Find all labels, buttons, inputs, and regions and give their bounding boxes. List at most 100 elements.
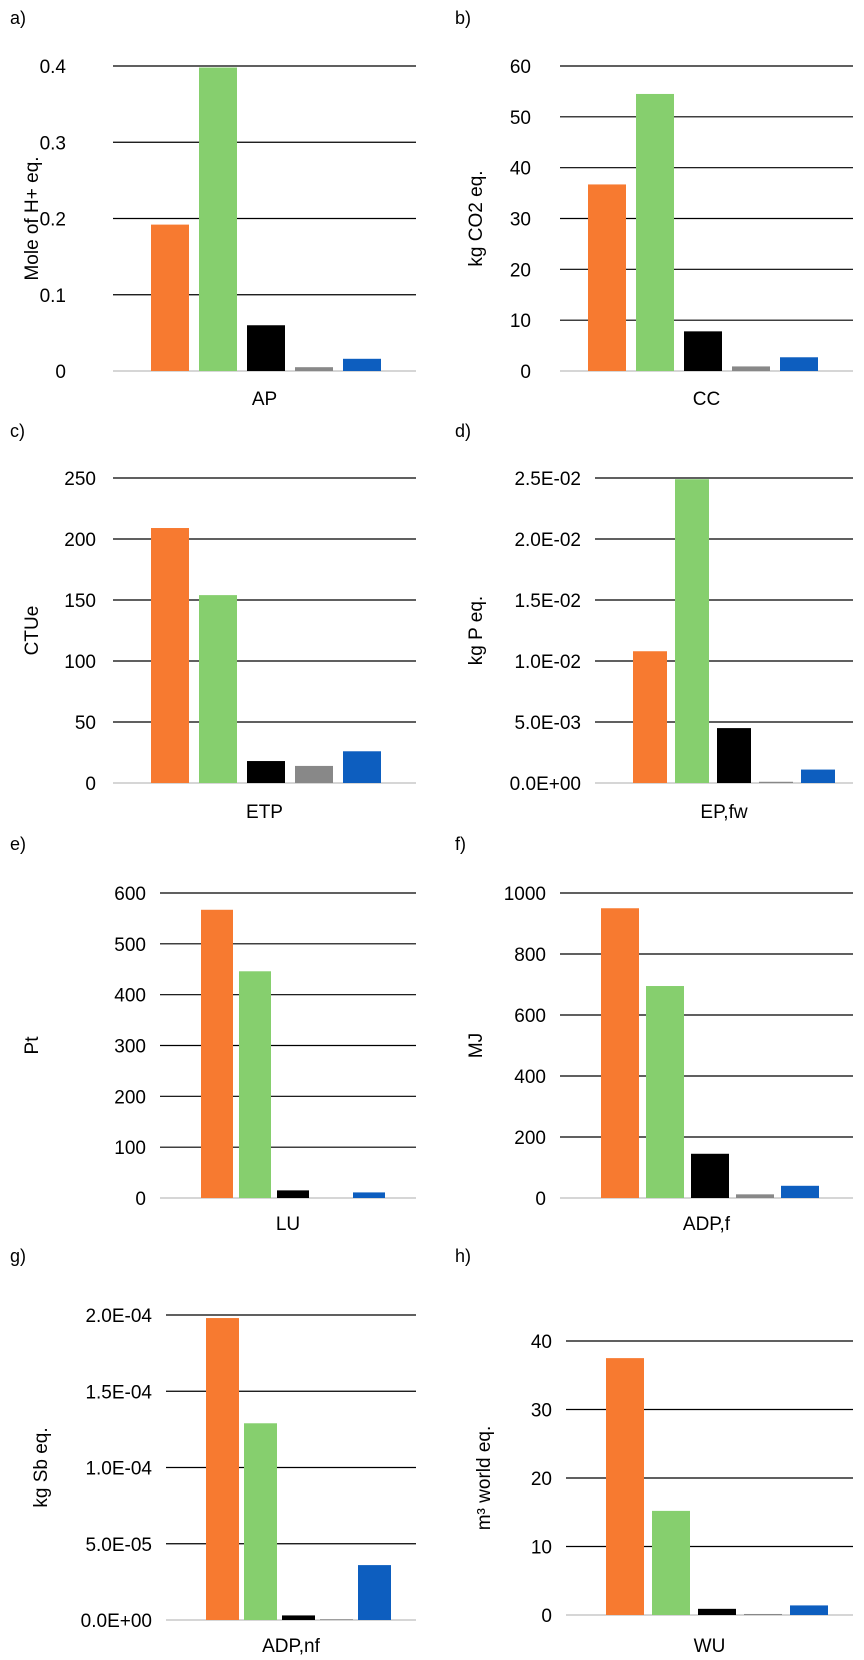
y-tick-label: 400 (514, 1067, 546, 1088)
y-tick-label: 300 (114, 1037, 146, 1058)
y-tick-label: 0.3 (40, 133, 66, 154)
panel-label: d) (455, 421, 471, 441)
bar (277, 1190, 309, 1198)
y-tick-label: 2.5E-02 (514, 469, 581, 490)
panel-label: b) (455, 8, 471, 28)
y-tick-label: 0.2 (40, 210, 66, 231)
bar (801, 769, 835, 783)
y-axis-label: kg CO2 eq. (466, 170, 487, 266)
bar (646, 986, 684, 1198)
x-category-label: AP (252, 389, 277, 410)
bar (199, 67, 237, 372)
y-tick-label: 500 (114, 935, 146, 956)
bar (320, 1619, 353, 1620)
y-tick-label: 1.0E-02 (514, 652, 581, 673)
y-axis-label: MJ (466, 1033, 487, 1058)
panel-label: h) (455, 1246, 471, 1266)
bar (295, 367, 333, 371)
bar (244, 1423, 277, 1620)
y-tick-label: 5.0E-05 (85, 1535, 152, 1556)
bar (780, 357, 818, 371)
y-tick-label: 100 (114, 1138, 146, 1159)
y-tick-label: 1.5E-04 (85, 1382, 152, 1403)
bar (732, 366, 770, 371)
y-tick-label: 2.0E-04 (85, 1306, 152, 1327)
bar (781, 1185, 819, 1198)
x-category-label: ADP,f (683, 1214, 731, 1235)
bar (206, 1318, 239, 1620)
bar (717, 728, 751, 783)
y-tick-label: 5.0E-03 (514, 713, 581, 734)
bar (239, 971, 271, 1198)
bar (247, 325, 285, 371)
bar (151, 528, 189, 783)
y-tick-label: 200 (114, 1087, 146, 1108)
bar (636, 93, 674, 371)
bar (684, 331, 722, 371)
y-tick-label: 20 (531, 1469, 552, 1490)
y-tick-label: 0.1 (40, 286, 66, 307)
y-tick-label: 600 (114, 884, 146, 905)
panel-label: g) (10, 1246, 26, 1266)
y-tick-label: 0 (520, 362, 531, 383)
bar (691, 1153, 729, 1198)
panel-label: f) (455, 834, 466, 854)
bar (633, 651, 667, 783)
bar (652, 1510, 690, 1615)
y-tick-label: 40 (531, 1332, 552, 1353)
y-tick-label: 30 (510, 210, 531, 231)
panel-label: c) (10, 421, 25, 441)
bar (358, 1565, 391, 1620)
y-tick-label: 0.0E+00 (81, 1611, 152, 1632)
y-tick-label: 0 (541, 1606, 552, 1627)
y-tick-label: 50 (75, 713, 96, 734)
panel-label: a) (10, 8, 26, 28)
bar (201, 909, 233, 1198)
y-tick-label: 0 (85, 774, 96, 795)
y-axis-label: kg Sb eq. (31, 1427, 52, 1507)
y-tick-label: 1.5E-02 (514, 591, 581, 612)
y-tick-label: 1.0E-04 (85, 1459, 152, 1480)
bar (744, 1613, 782, 1615)
x-category-label: WU (694, 1636, 726, 1657)
x-category-label: LU (276, 1214, 300, 1235)
x-category-label: EP,fw (700, 802, 747, 823)
bar (151, 224, 189, 371)
y-tick-label: 0 (135, 1189, 146, 1210)
y-tick-label: 800 (514, 945, 546, 966)
y-tick-label: 10 (531, 1538, 552, 1559)
y-tick-label: 0 (535, 1189, 546, 1210)
bar (736, 1194, 774, 1198)
bar (247, 761, 285, 783)
y-tick-label: 150 (64, 591, 96, 612)
y-tick-label: 2.0E-02 (514, 530, 581, 551)
y-axis-label: CTUe (22, 606, 43, 656)
bar (343, 358, 381, 371)
y-tick-label: 200 (514, 1128, 546, 1149)
y-tick-label: 0.4 (40, 57, 67, 78)
x-category-label: ADP,nf (262, 1636, 320, 1657)
y-axis-label: m³ world eq. (474, 1426, 495, 1531)
y-tick-label: 20 (510, 260, 531, 281)
y-tick-label: 40 (510, 159, 531, 180)
bar (295, 765, 333, 783)
y-tick-label: 0.0E+00 (510, 774, 581, 795)
bar (675, 479, 709, 783)
y-axis-label: kg P eq. (466, 596, 487, 665)
bar (759, 781, 793, 783)
bar (698, 1608, 736, 1615)
y-tick-label: 30 (531, 1401, 552, 1422)
y-tick-label: 1000 (504, 884, 546, 905)
y-tick-label: 50 (510, 108, 531, 129)
bar (282, 1615, 315, 1620)
y-tick-label: 10 (510, 311, 531, 332)
y-tick-label: 0 (55, 362, 66, 383)
y-tick-label: 250 (64, 469, 96, 490)
y-tick-label: 200 (64, 530, 96, 551)
bar (199, 595, 237, 783)
bar (588, 184, 626, 371)
bar (353, 1192, 385, 1198)
y-axis-label: Pt (22, 1036, 43, 1055)
y-axis-label: Mole of H+ eq. (22, 156, 43, 280)
y-tick-label: 100 (64, 652, 96, 673)
